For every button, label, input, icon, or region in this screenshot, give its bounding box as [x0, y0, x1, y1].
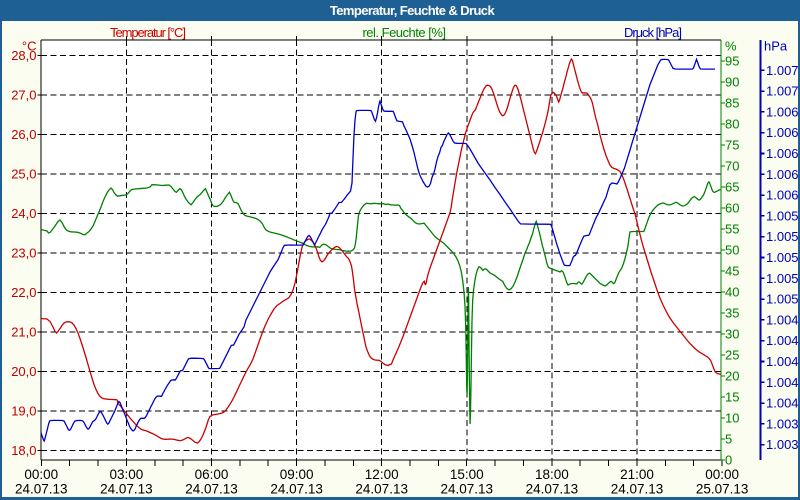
svg-text:03:00: 03:00 [110, 467, 144, 482]
svg-text:95: 95 [725, 54, 739, 69]
svg-text:°C: °C [22, 39, 37, 54]
svg-text:5: 5 [725, 432, 732, 447]
svg-text:18:00: 18:00 [535, 467, 569, 482]
svg-text:90: 90 [725, 75, 739, 90]
svg-text:06:00: 06:00 [195, 467, 229, 482]
svg-text:1.003: 1.003 [766, 416, 799, 431]
svg-text:50: 50 [725, 243, 739, 258]
svg-text:1.006: 1.006 [766, 146, 799, 161]
svg-text:25,0: 25,0 [11, 167, 36, 182]
svg-text:1.004: 1.004 [766, 312, 799, 327]
svg-text:24.07.13: 24.07.13 [270, 482, 323, 497]
svg-text:22,0: 22,0 [11, 285, 36, 300]
svg-text:0: 0 [725, 453, 732, 468]
svg-text:Temperatur, Feuchte & Druck: Temperatur, Feuchte & Druck [330, 3, 496, 18]
svg-text:15:00: 15:00 [450, 467, 484, 482]
svg-text:23,0: 23,0 [11, 246, 36, 261]
svg-text:25.07.13: 25.07.13 [696, 482, 749, 497]
svg-text:1.007: 1.007 [766, 84, 799, 99]
svg-text:1.005: 1.005 [766, 229, 799, 244]
svg-text:45: 45 [725, 264, 739, 279]
svg-text:85: 85 [725, 96, 739, 111]
svg-text:15: 15 [725, 390, 739, 405]
svg-text:80: 80 [725, 117, 739, 132]
svg-text:24.07.13: 24.07.13 [526, 482, 579, 497]
svg-text:1.005: 1.005 [766, 292, 799, 307]
svg-text:1.005: 1.005 [766, 271, 799, 286]
svg-text:Temperatur [°C]: Temperatur [°C] [110, 25, 185, 40]
svg-text:24,0: 24,0 [11, 206, 36, 221]
svg-text:00:00: 00:00 [24, 467, 58, 482]
svg-text:1.004: 1.004 [766, 396, 799, 411]
svg-text:26,0: 26,0 [11, 127, 36, 142]
svg-text:28,0: 28,0 [11, 48, 36, 63]
svg-text:hPa: hPa [764, 39, 788, 54]
svg-text:70: 70 [725, 159, 739, 174]
svg-text:1.006: 1.006 [766, 104, 799, 119]
svg-text:1.007: 1.007 [766, 63, 799, 78]
svg-text:1.004: 1.004 [766, 354, 799, 369]
svg-text:20: 20 [725, 369, 739, 384]
svg-text:55: 55 [725, 222, 739, 237]
svg-text:Druck [hPa]: Druck [hPa] [624, 25, 681, 40]
svg-text:75: 75 [725, 138, 739, 153]
svg-text:35: 35 [725, 306, 739, 321]
svg-text:30: 30 [725, 327, 739, 342]
svg-text:60: 60 [725, 201, 739, 216]
svg-text:65: 65 [725, 180, 739, 195]
svg-text:27,0: 27,0 [11, 88, 36, 103]
svg-text:%: % [725, 39, 737, 54]
svg-text:1.004: 1.004 [766, 375, 799, 390]
svg-text:21:00: 21:00 [620, 467, 654, 482]
svg-text:24.07.13: 24.07.13 [100, 482, 153, 497]
svg-text:1.006: 1.006 [766, 125, 799, 140]
svg-text:24.07.13: 24.07.13 [15, 482, 68, 497]
svg-text:24.07.13: 24.07.13 [441, 482, 494, 497]
svg-text:19,0: 19,0 [11, 404, 36, 419]
svg-text:24.07.13: 24.07.13 [355, 482, 408, 497]
svg-text:20,0: 20,0 [11, 364, 36, 379]
svg-text:1.004: 1.004 [766, 333, 799, 348]
svg-text:09:00: 09:00 [280, 467, 314, 482]
svg-text:12:00: 12:00 [365, 467, 399, 482]
svg-text:24.07.13: 24.07.13 [611, 482, 664, 497]
svg-text:1.006: 1.006 [766, 188, 799, 203]
svg-text:rel. Feuchte [%]: rel. Feuchte [%] [362, 25, 445, 40]
svg-text:21,0: 21,0 [11, 325, 36, 340]
svg-text:1.005: 1.005 [766, 208, 799, 223]
svg-text:1.003: 1.003 [766, 437, 799, 452]
svg-text:40: 40 [725, 285, 739, 300]
svg-text:1.006: 1.006 [766, 167, 799, 182]
svg-text:10: 10 [725, 411, 739, 426]
svg-text:18,0: 18,0 [11, 443, 36, 458]
svg-text:00:00: 00:00 [705, 467, 739, 482]
svg-text:25: 25 [725, 348, 739, 363]
svg-text:24.07.13: 24.07.13 [185, 482, 238, 497]
svg-text:1.005: 1.005 [766, 250, 799, 265]
